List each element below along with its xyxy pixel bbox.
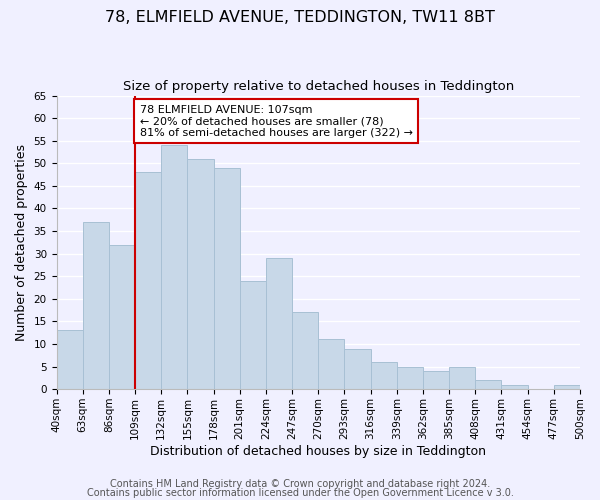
Y-axis label: Number of detached properties: Number of detached properties	[15, 144, 28, 341]
Bar	[266, 258, 292, 389]
Bar	[109, 244, 135, 389]
Bar	[56, 330, 83, 389]
Bar	[475, 380, 502, 389]
Bar	[214, 168, 240, 389]
Bar	[344, 348, 371, 389]
Bar	[449, 366, 475, 389]
X-axis label: Distribution of detached houses by size in Teddington: Distribution of detached houses by size …	[150, 444, 486, 458]
Bar	[423, 371, 449, 389]
Bar	[397, 366, 423, 389]
Text: Contains public sector information licensed under the Open Government Licence v : Contains public sector information licen…	[86, 488, 514, 498]
Text: Contains HM Land Registry data © Crown copyright and database right 2024.: Contains HM Land Registry data © Crown c…	[110, 479, 490, 489]
Bar	[318, 340, 344, 389]
Bar	[83, 222, 109, 389]
Bar	[554, 384, 580, 389]
Bar	[292, 312, 318, 389]
Text: 78, ELMFIELD AVENUE, TEDDINGTON, TW11 8BT: 78, ELMFIELD AVENUE, TEDDINGTON, TW11 8B…	[105, 10, 495, 25]
Bar	[161, 145, 187, 389]
Bar	[135, 172, 161, 389]
Bar	[187, 159, 214, 389]
Title: Size of property relative to detached houses in Teddington: Size of property relative to detached ho…	[122, 80, 514, 93]
Bar	[502, 384, 527, 389]
Bar	[371, 362, 397, 389]
Text: 78 ELMFIELD AVENUE: 107sqm
← 20% of detached houses are smaller (78)
81% of semi: 78 ELMFIELD AVENUE: 107sqm ← 20% of deta…	[140, 104, 413, 138]
Bar	[240, 281, 266, 389]
